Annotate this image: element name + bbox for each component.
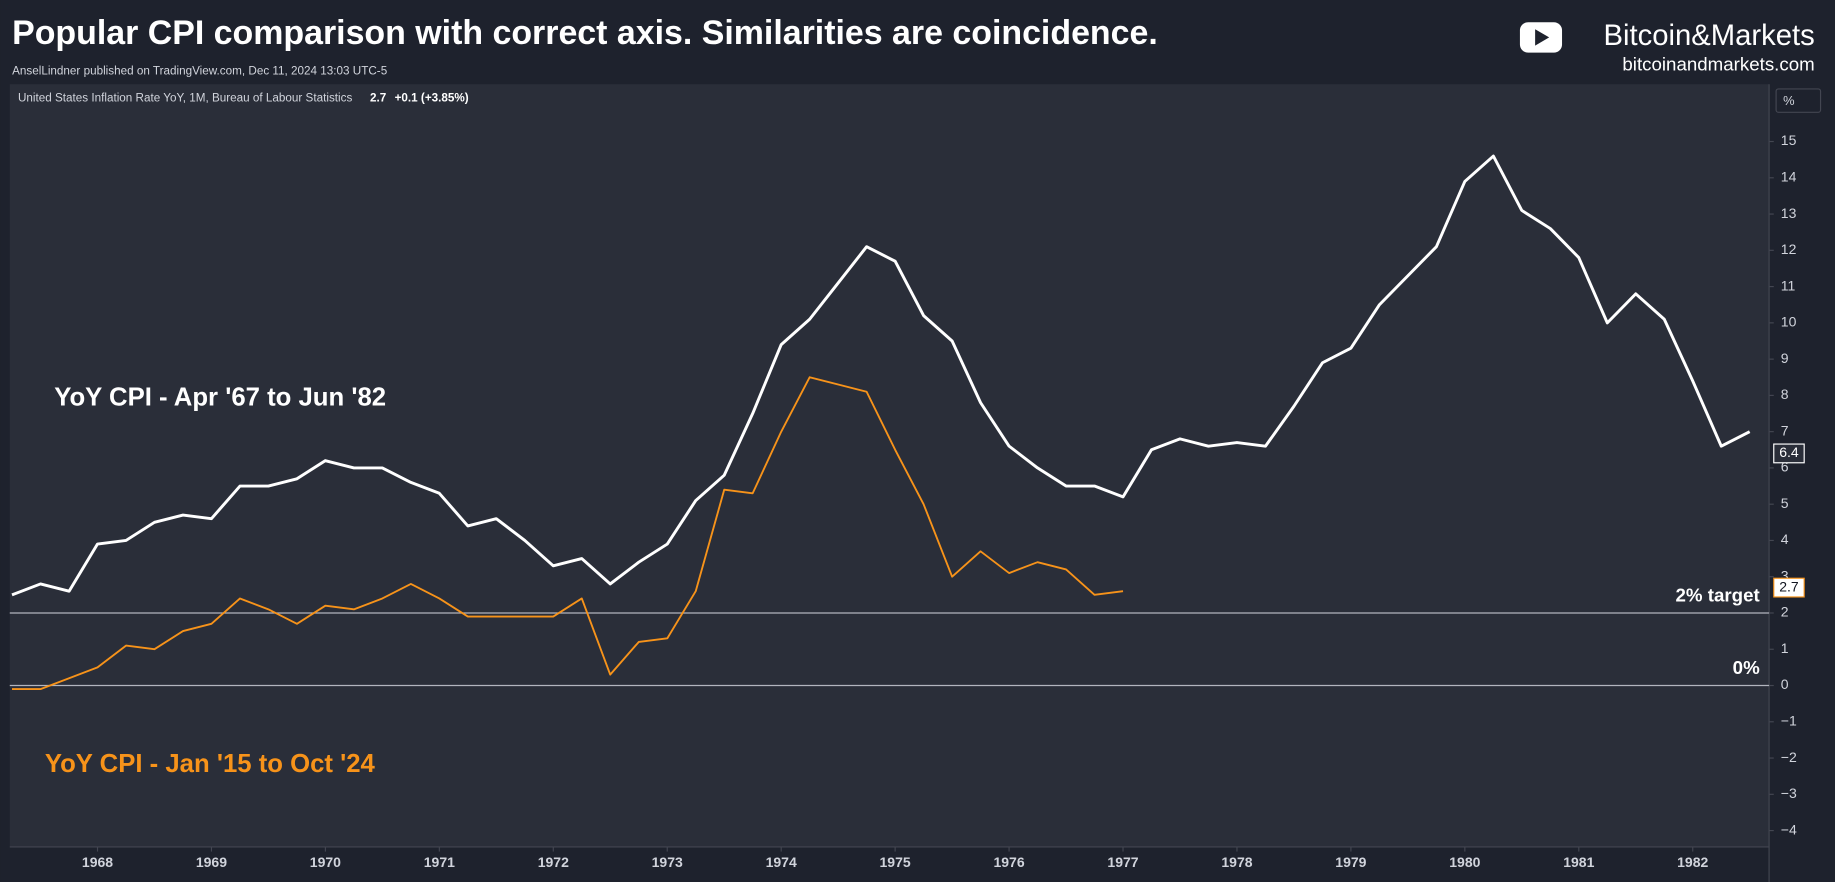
x-tick-label: 1976 bbox=[993, 854, 1024, 870]
reference-label: 0% bbox=[1733, 657, 1760, 678]
y-tick-label: 4 bbox=[1781, 531, 1789, 547]
x-tick-label: 1979 bbox=[1335, 854, 1366, 870]
y-unit: % bbox=[1783, 93, 1794, 108]
price-tag-label: 2.7 bbox=[1779, 578, 1799, 594]
y-tick-label: 3 bbox=[1781, 567, 1789, 583]
y-tick-label: 12 bbox=[1781, 241, 1797, 257]
y-tick-label: 11 bbox=[1781, 277, 1796, 293]
x-tick-label: 1975 bbox=[880, 854, 911, 870]
price-tag bbox=[1773, 577, 1805, 598]
x-tick-label: 1968 bbox=[82, 854, 113, 870]
y-tick-label: 14 bbox=[1781, 168, 1797, 184]
series-line bbox=[11, 154, 1751, 597]
x-tick-label: 1978 bbox=[1221, 854, 1252, 870]
y-tick-label: −4 bbox=[1781, 821, 1797, 837]
y-tick-label: 5 bbox=[1781, 495, 1789, 511]
y-tick-label: −3 bbox=[1781, 785, 1797, 801]
reference-label: 2% target bbox=[1676, 585, 1760, 606]
legend-change: +0.1 (+3.85%) bbox=[395, 91, 469, 104]
y-tick-label: 2 bbox=[1781, 604, 1789, 620]
y-tick-label: 15 bbox=[1781, 132, 1797, 148]
x-tick-label: 1981 bbox=[1563, 854, 1594, 870]
x-tick-label: 1970 bbox=[310, 854, 341, 870]
y-tick-label: 8 bbox=[1781, 386, 1789, 402]
x-tick-label: 1980 bbox=[1449, 854, 1480, 870]
x-tick-label: 1982 bbox=[1677, 854, 1708, 870]
y-tick-label: 1 bbox=[1781, 640, 1789, 656]
x-tick-label: 1977 bbox=[1107, 854, 1138, 870]
x-tick-label: 1971 bbox=[424, 854, 455, 870]
unit-box bbox=[1775, 88, 1822, 113]
annotation: YoY CPI - Apr '67 to Jun '82 bbox=[54, 384, 386, 412]
legend-title: United States Inflation Rate YoY, 1M, Bu… bbox=[18, 91, 353, 104]
y-tick-label: 0 bbox=[1781, 676, 1789, 692]
y-tick-label: −1 bbox=[1781, 712, 1797, 728]
x-tick-label: 1969 bbox=[196, 854, 227, 870]
title: Popular CPI comparison with correct axis… bbox=[12, 14, 1158, 52]
plot-area bbox=[9, 84, 1770, 847]
x-tick-label: 1973 bbox=[652, 854, 683, 870]
x-tick-label: 1972 bbox=[538, 854, 569, 870]
price-tag bbox=[1773, 443, 1805, 464]
annotation: YoY CPI - Jan '15 to Oct '24 bbox=[45, 750, 376, 778]
site: bitcoinandmarkets.com bbox=[1622, 53, 1814, 74]
y-tick-label: 7 bbox=[1781, 422, 1789, 438]
published: AnselLindner published on TradingView.co… bbox=[12, 64, 388, 77]
legend-value: 2.7 bbox=[370, 91, 386, 104]
brand: Bitcoin&Markets bbox=[1603, 20, 1814, 52]
y-tick-label: 9 bbox=[1781, 350, 1789, 366]
series-line bbox=[11, 376, 1124, 691]
price-tag-label: 6.4 bbox=[1779, 444, 1799, 460]
x-tick-label: 1974 bbox=[766, 854, 797, 870]
y-tick-label: −2 bbox=[1781, 749, 1797, 765]
logo-play bbox=[1535, 29, 1550, 46]
y-tick-label: 6 bbox=[1781, 459, 1789, 475]
y-tick-label: 10 bbox=[1781, 314, 1797, 330]
y-tick-label: 13 bbox=[1781, 205, 1797, 221]
